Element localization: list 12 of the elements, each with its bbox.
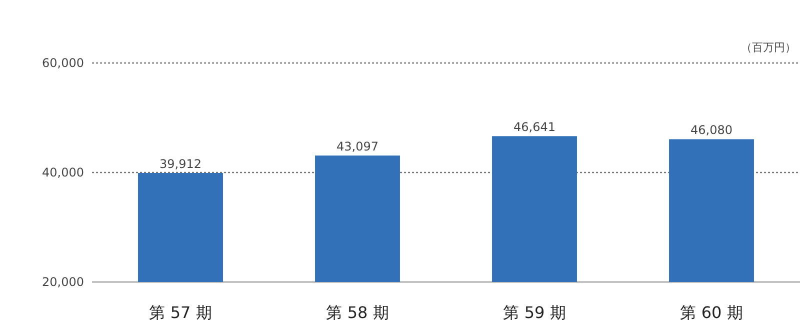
data-label: 46,080 bbox=[690, 123, 732, 138]
y-tick-label: 20,000 bbox=[42, 275, 84, 289]
y-tick-label: 40,000 bbox=[42, 166, 84, 180]
data-label: 39,912 bbox=[160, 156, 202, 171]
x-tick-label: 第 59 期 bbox=[503, 303, 566, 321]
x-tick-label: 第 60 期 bbox=[680, 303, 743, 321]
x-tick-label: 第 57 期 bbox=[149, 303, 212, 321]
y-tick-label: 60,000 bbox=[42, 56, 84, 70]
y-axis-title: （百万円） bbox=[741, 41, 796, 54]
data-label: 43,097 bbox=[336, 140, 378, 154]
data-label: 46,641 bbox=[514, 120, 556, 134]
x-tick-label: 第 58 期 bbox=[326, 303, 389, 321]
